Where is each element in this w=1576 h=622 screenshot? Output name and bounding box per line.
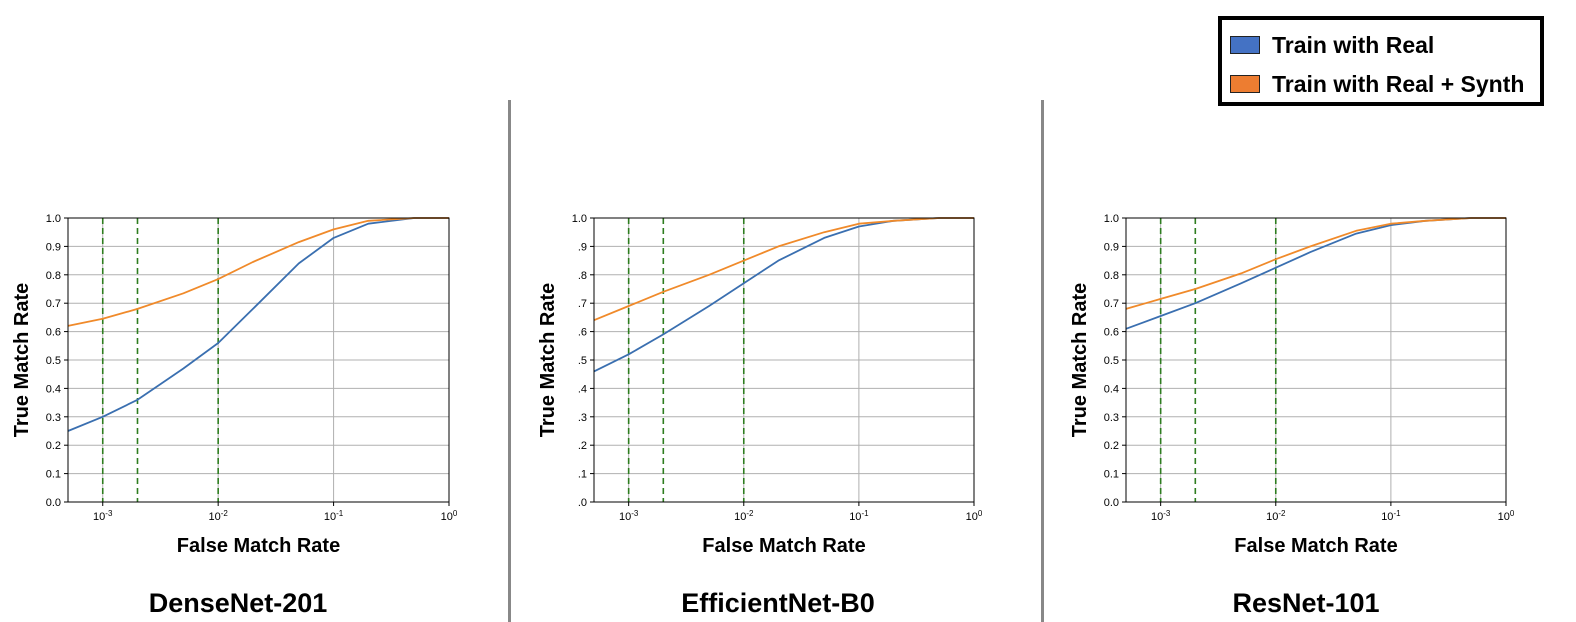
x-tick-label: 100 [441, 509, 458, 524]
x-tick-label: 10-2 [734, 509, 754, 524]
y-tick-label: 0.9 [46, 241, 61, 253]
x-tick-label: 10-2 [1266, 509, 1286, 524]
y-tick-label: 0.3 [1104, 412, 1119, 424]
panel-title: EfficientNet-B0 [681, 588, 875, 618]
legend-entry-real: Train with Real [1230, 30, 1434, 60]
y-tick-label: 0.2 [46, 440, 61, 452]
legend-label-real: Train with Real [1272, 31, 1435, 58]
y-tick-label: 0.6 [46, 327, 61, 339]
y-axis-label: True Match Rate [537, 283, 559, 437]
series-line-synth [67, 217, 449, 327]
x-tick-label: 10-3 [1151, 509, 1171, 524]
y-tick-label: 0.5 [46, 355, 61, 367]
x-tick-label: 10-1 [324, 509, 344, 524]
chart-panel-2: .0 .1 .2 .3 .4 .5 .6 .7 .8 .9 1.0 10-3 10-2 10-1 100 Fa… [537, 213, 983, 618]
series-line-synth [1125, 217, 1506, 310]
x-axis-label: False Match Rate [177, 535, 340, 557]
y-tick-label: .0 [578, 497, 587, 509]
y-tick-label: 0.4 [46, 383, 61, 395]
y-tick-label: 0.6 [1104, 327, 1119, 339]
y-tick-label: .4 [578, 383, 587, 395]
y-tick-label: 0.5 [1104, 355, 1119, 367]
legend-swatch-real [1230, 36, 1260, 54]
y-tick-label: 0.2 [1104, 440, 1119, 452]
panel-title: ResNet-101 [1232, 588, 1379, 618]
legend: Train with Real Train with Real + Synth [1218, 16, 1544, 106]
x-tick-label: 10-1 [849, 509, 869, 524]
panel-divider-right [1041, 100, 1044, 622]
series-line-synth [593, 217, 974, 322]
panel-divider-left [508, 100, 511, 622]
x-tick-label: 100 [1498, 509, 1515, 524]
y-tick-label: .9 [578, 241, 587, 253]
y-tick-label: 1.0 [572, 213, 587, 225]
y-tick-label: 0.8 [1104, 270, 1119, 282]
y-tick-label: .3 [578, 412, 587, 424]
x-tick-label: 100 [966, 509, 983, 524]
y-tick-label: 0.9 [1104, 241, 1119, 253]
y-tick-label: 0.3 [46, 412, 61, 424]
x-tick-label: 10-1 [1381, 509, 1401, 524]
y-tick-label: .8 [578, 270, 587, 282]
y-tick-label: 1.0 [1104, 213, 1119, 225]
legend-label-synth: Train with Real + Synth [1272, 70, 1525, 97]
legend-swatch-synth [1230, 75, 1260, 93]
chart-panel-1: 0.0 0.1 0.2 0.3 0.4 0.5 0.6 0.7 0.8 0.9 1.0 10-3 10-… [11, 213, 458, 618]
panel-title: DenseNet-201 [149, 588, 328, 618]
y-tick-label: 0.7 [46, 298, 61, 310]
chart-panel-3: 0.0 0.1 0.2 0.3 0.4 0.5 0.6 0.7 0.8 0.9 1.0 10-3 10-… [1069, 213, 1515, 618]
y-tick-label: 1.0 [46, 213, 61, 225]
x-axis-label: False Match Rate [702, 535, 865, 557]
y-tick-label: 0.0 [1104, 497, 1119, 509]
y-tick-label: .5 [578, 355, 587, 367]
y-tick-label: 0.4 [1104, 383, 1119, 395]
y-tick-label: .1 [578, 469, 587, 481]
y-tick-label: .2 [578, 440, 587, 452]
series-line-real [1125, 217, 1506, 330]
legend-entry-synth: Train with Real + Synth [1230, 69, 1524, 99]
series-line-real [593, 217, 974, 373]
y-tick-label: 0.7 [1104, 298, 1119, 310]
series-line-real [67, 217, 449, 432]
x-tick-label: 10-3 [619, 509, 639, 524]
y-tick-label: 0.1 [46, 469, 61, 481]
y-axis-label: True Match Rate [1069, 283, 1091, 437]
x-tick-label: 10-3 [93, 509, 113, 524]
y-tick-label: 0.0 [46, 497, 61, 509]
y-tick-label: .6 [578, 327, 587, 339]
y-axis-label: True Match Rate [11, 283, 33, 437]
y-tick-label: 0.8 [46, 270, 61, 282]
y-tick-label: .7 [578, 298, 587, 310]
x-tick-label: 10-2 [208, 509, 228, 524]
y-tick-label: 0.1 [1104, 469, 1119, 481]
x-axis-label: False Match Rate [1234, 535, 1397, 557]
